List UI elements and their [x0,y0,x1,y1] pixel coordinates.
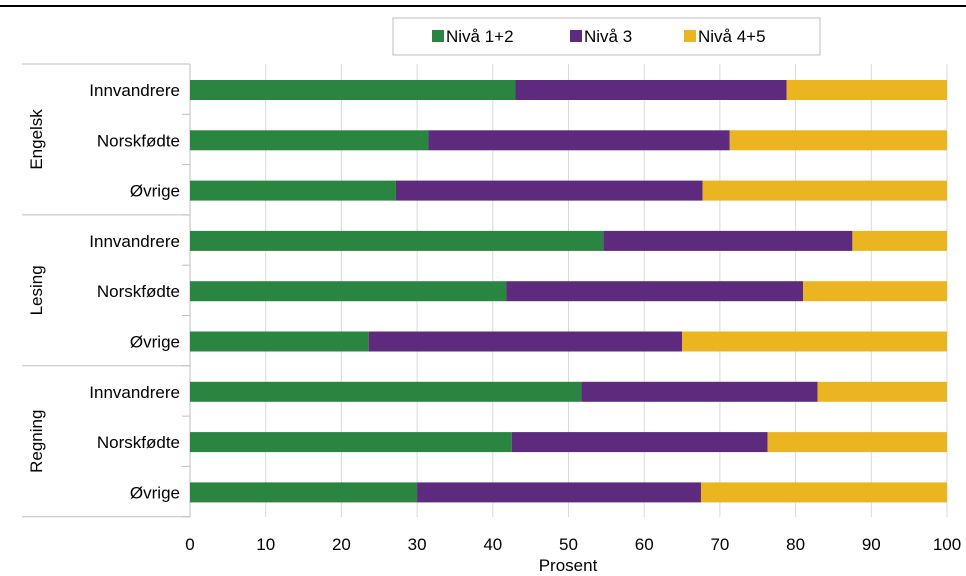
category-label: Norskfødte [97,131,180,150]
category-label: Innvandrere [89,81,180,100]
bar-segment-engelsk-norskfødte-3 [729,130,947,151]
x-tick-label: 30 [408,535,427,554]
bar-segment-regning-norskfødte-3 [767,432,947,453]
bar-segment-lesing-innvandrere-3 [852,230,947,251]
legend-label-3: Nivå 4+5 [698,27,766,46]
x-tick-label: 0 [185,535,194,554]
legend: Nivå 1+2 Nivå 3 Nivå 4+5 [392,17,821,56]
category-label: Øvrige [130,483,180,502]
group-label-lesing: Lesing [27,265,46,315]
x-tick-label: 70 [710,535,729,554]
bar-segment-engelsk-øvrige-2 [395,180,703,201]
bar-segment-regning-norskfødte-1 [190,432,512,453]
bar-segment-engelsk-innvandrere-1 [190,80,516,100]
bar-segment-regning-innvandrere-2 [581,381,818,402]
bar-segment-lesing-innvandrere-2 [603,230,853,251]
x-tick-label: 60 [635,535,654,554]
x-axis-ticks: 0 10 20 30 40 50 60 70 80 90 100 [185,535,961,554]
bar-segment-regning-innvandrere-3 [817,381,947,402]
bar-segment-regning-øvrige-2 [417,482,701,503]
bar-segment-engelsk-norskfødte-2 [428,130,730,151]
bar-segment-lesing-norskfødte-1 [190,281,507,302]
group-label-engelsk: Engelsk [27,109,46,170]
category-label: Innvandrere [89,383,180,402]
category-label: Øvrige [130,182,180,201]
bar-segment-regning-innvandrere-1 [190,381,582,402]
bar-segment-lesing-øvrige-2 [368,331,683,352]
x-axis-title: Prosent [539,556,598,575]
legend-swatch-1 [432,30,444,42]
category-label: Øvrige [130,333,180,352]
x-tick-label: 90 [862,535,881,554]
x-tick-label: 100 [933,535,961,554]
x-tick-label: 40 [483,535,502,554]
bar-segment-lesing-norskfødte-3 [803,281,947,302]
legend-label-2: Nivå 3 [584,27,632,46]
x-tick-label: 20 [332,535,351,554]
bar-segment-lesing-norskfødte-2 [506,281,804,302]
bar-segment-engelsk-øvrige-3 [702,180,947,201]
bar-segment-regning-norskfødte-2 [511,432,768,453]
bar-segment-regning-øvrige-1 [190,482,418,503]
bar-segment-engelsk-innvandrere-3 [786,80,947,100]
group-label-regning: Regning [27,410,46,473]
bar-segment-engelsk-norskfødte-1 [190,130,429,151]
bar-segment-lesing-øvrige-3 [682,331,947,352]
x-tick-label: 50 [559,535,578,554]
legend-swatch-2 [570,30,582,42]
bar-segment-lesing-innvandrere-1 [190,230,604,251]
legend-label-1: Nivå 1+2 [446,27,514,46]
category-label: Norskfødte [97,433,180,452]
x-tick-label: 10 [256,535,275,554]
category-labels: Engelsk Innvandrere Norskfødte Øvrige Lesing… [27,81,180,502]
bar-segment-regning-øvrige-3 [700,482,947,503]
bar-segment-engelsk-innvandrere-2 [515,80,787,100]
bar-segment-lesing-øvrige-1 [190,331,369,352]
bar-marks [190,80,947,503]
legend-box [392,17,821,56]
bar-segment-engelsk-øvrige-1 [190,180,396,201]
x-tick-label: 80 [786,535,805,554]
category-label: Innvandrere [89,232,180,251]
legend-swatch-3 [684,30,696,42]
category-label: Norskfødte [97,282,180,301]
